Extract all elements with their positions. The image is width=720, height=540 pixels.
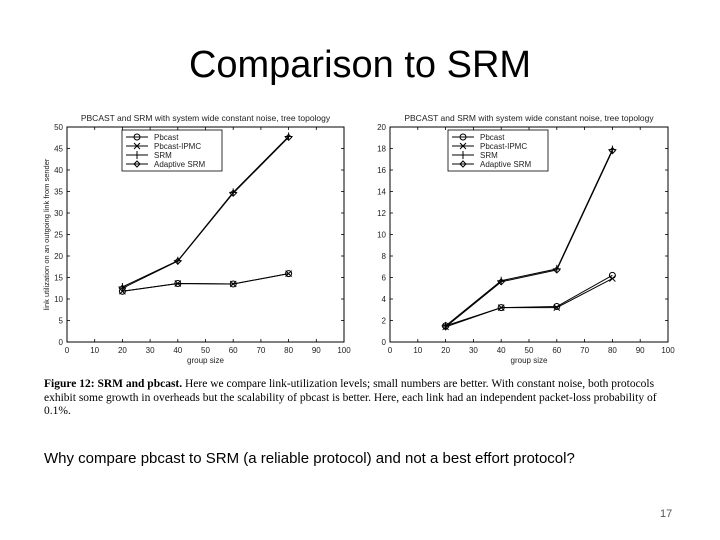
- series-line-plus: [445, 149, 613, 327]
- y-tick-label: 18: [377, 145, 386, 154]
- chart-1-marker-x: [229, 280, 237, 288]
- y-tick-label: 0: [59, 338, 64, 347]
- chart-1-marker-circle: [133, 133, 141, 141]
- y-tick-label: 30: [54, 209, 63, 218]
- chart-2-marker-x: [553, 304, 561, 311]
- chart-2-marker-diamond: [608, 146, 617, 155]
- y-tick-label: 2: [382, 317, 387, 326]
- legend-label: SRM: [480, 151, 498, 160]
- x-tick-label: 40: [497, 346, 506, 355]
- chart-2-marker-circle: [459, 133, 467, 141]
- x-tick-label: 70: [256, 346, 265, 355]
- x-tick-label: 90: [312, 346, 321, 355]
- y-tick-label: 20: [377, 123, 386, 132]
- chart-2-marker-x: [459, 142, 467, 150]
- chart-1-marker-diamond: [174, 257, 182, 265]
- chart-1-marker-diamond: [284, 133, 293, 142]
- chart-1-marker-diamond: [229, 189, 237, 197]
- chart-2-marker-x: [609, 275, 616, 282]
- chart-2-marker-diamond: [441, 323, 450, 331]
- series-line-diamond: [445, 150, 613, 328]
- y-tick-label: 20: [54, 252, 63, 261]
- x-axis-label: group size: [187, 356, 224, 365]
- legend-label: Pbcast: [154, 133, 179, 142]
- x-tick-label: 50: [525, 346, 534, 355]
- chart-2-marker-x: [497, 304, 505, 311]
- y-tick-label: 8: [382, 252, 387, 261]
- y-tick-label: 15: [54, 274, 63, 283]
- y-tick-label: 40: [54, 166, 63, 175]
- x-tick-label: 30: [469, 346, 478, 355]
- y-tick-label: 14: [377, 188, 386, 197]
- figure-caption: Figure 12: SRM and pbcast. Here we compa…: [44, 378, 684, 419]
- x-tick-label: 20: [118, 346, 127, 355]
- chart-2-marker-plus: [459, 151, 467, 159]
- y-tick-label: 12: [377, 209, 386, 218]
- x-tick-label: 80: [608, 346, 617, 355]
- y-tick-label: 45: [54, 145, 63, 154]
- y-tick-label: 35: [54, 188, 63, 197]
- y-tick-label: 10: [377, 231, 386, 240]
- y-tick-label: 25: [54, 231, 63, 240]
- x-tick-label: 40: [173, 346, 182, 355]
- x-tick-label: 0: [388, 346, 393, 355]
- page-number: 17: [660, 508, 673, 520]
- legend-label: Pbcast-IPMC: [480, 142, 527, 151]
- series-line-diamond: [122, 136, 289, 289]
- chart-2: PBCAST and SRM with system wide constant…: [377, 113, 675, 365]
- x-axis-label: group size: [511, 356, 548, 365]
- chart-1-marker-diamond: [118, 284, 127, 292]
- legend-label: SRM: [154, 151, 172, 160]
- x-tick-label: 10: [413, 346, 422, 355]
- x-tick-label: 70: [580, 346, 589, 355]
- x-tick-label: 0: [65, 346, 70, 355]
- x-tick-label: 50: [201, 346, 210, 355]
- x-tick-label: 80: [284, 346, 293, 355]
- x-tick-label: 90: [636, 346, 645, 355]
- y-tick-label: 0: [382, 338, 387, 347]
- chart-1: PBCAST and SRM with system wide constant…: [42, 113, 351, 365]
- y-tick-label: 16: [377, 166, 386, 175]
- y-tick-label: 50: [54, 123, 63, 132]
- series-line-x: [122, 273, 289, 292]
- chart-title: PBCAST and SRM with system wide constant…: [404, 113, 654, 123]
- caption-label: Figure 12: SRM and pbcast.: [44, 378, 183, 390]
- chart-1-marker-plus: [133, 151, 141, 159]
- series-line-circle: [445, 274, 613, 327]
- legend-label: Adaptive SRM: [154, 160, 205, 169]
- legend-label: Adaptive SRM: [480, 160, 531, 169]
- slide-title: Comparison to SRM: [188, 44, 532, 86]
- legend-label: Pbcast-IPMC: [154, 142, 201, 151]
- y-tick-label: 4: [382, 295, 387, 304]
- y-tick-label: 5: [59, 317, 64, 326]
- chart-1-marker-x: [285, 270, 292, 277]
- chart-2-marker-diamond: [459, 160, 467, 168]
- series-line-x: [445, 278, 613, 328]
- caption-text: Here we compare link-utilization levels;…: [44, 378, 657, 417]
- chart-2-marker-diamond: [497, 278, 505, 286]
- y-axis-label: link utilization on an outgoing link fro…: [42, 158, 51, 310]
- chart-1-marker-diamond: [133, 160, 141, 168]
- x-tick-label: 10: [90, 346, 99, 355]
- chart-2-marker-diamond: [553, 266, 561, 274]
- x-tick-label: 20: [441, 346, 450, 355]
- y-tick-label: 6: [382, 274, 387, 283]
- chart-1-marker-x: [133, 142, 141, 150]
- chart-title: PBCAST and SRM with system wide constant…: [81, 113, 331, 123]
- y-tick-label: 10: [54, 295, 63, 304]
- legend-label: Pbcast: [480, 133, 505, 142]
- chart-1-marker-x: [174, 280, 182, 287]
- x-tick-label: 60: [552, 346, 561, 355]
- discussion-question: Why compare pbcast to SRM (a reliable pr…: [44, 450, 575, 467]
- chart-1-marker-circle: [285, 270, 293, 278]
- x-tick-label: 60: [229, 346, 238, 355]
- x-tick-label: 100: [661, 346, 675, 355]
- chart-2-marker-plus: [441, 321, 450, 330]
- x-tick-label: 30: [146, 346, 155, 355]
- chart-2-marker-plus: [608, 145, 617, 154]
- x-tick-label: 100: [337, 346, 351, 355]
